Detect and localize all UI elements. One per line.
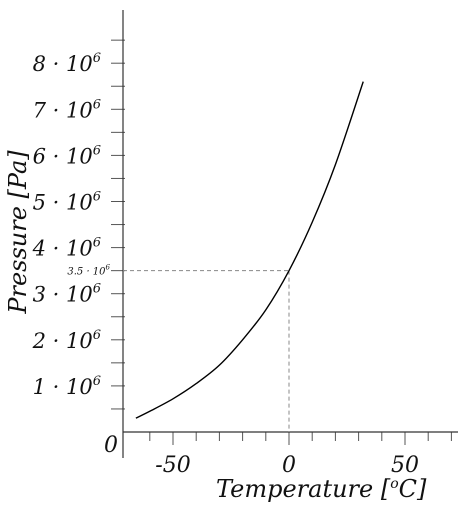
y-tick-label: 2 · 106 bbox=[32, 328, 101, 353]
y-tick-label: 1 · 106 bbox=[33, 374, 101, 399]
tick-labels: -50 0 50 1 · 106 2 · 106 3 · 106 4 · 106 5 · 10… bbox=[32, 51, 419, 478]
origin-label: 0 bbox=[104, 433, 118, 458]
annotation-label: 3.5 · 106 bbox=[67, 264, 110, 278]
y-tick-label: 7 · 106 bbox=[33, 97, 101, 122]
x-axis-title: Temperature [oC] bbox=[216, 475, 427, 503]
y-tick-label: 6 · 106 bbox=[33, 143, 101, 168]
tick-marks bbox=[111, 39, 452, 445]
y-tick-label: 4 · 106 bbox=[32, 236, 101, 261]
y-tick-label: 5 · 106 bbox=[33, 190, 101, 215]
x-tick-label: -50 bbox=[155, 453, 190, 478]
y-tick-label: 8 · 106 bbox=[33, 51, 101, 76]
y-tick-label: 3 · 106 bbox=[33, 282, 101, 307]
x-tick-label: 50 bbox=[391, 453, 419, 478]
x-tick-label: 0 bbox=[282, 453, 296, 478]
y-axis-title: Pressure [Pa] bbox=[4, 150, 32, 315]
pressure-curve bbox=[135, 81, 364, 419]
